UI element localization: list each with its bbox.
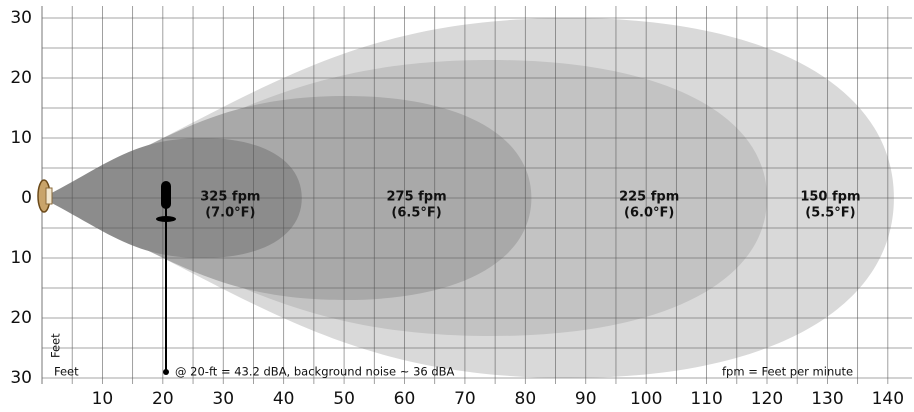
y-tick-label: 0 [21, 188, 32, 208]
y-tick-label: 30 [10, 368, 32, 388]
annotation: @ 20-ft = 43.2 dBA, background noise ~ 3… [175, 365, 455, 379]
y-tick-label: 30 [10, 8, 32, 28]
y-tick-label: 20 [10, 68, 32, 88]
x-tick-label: 130 [811, 389, 843, 409]
y-tick-label: 10 [10, 248, 32, 268]
x-tick-label: 120 [751, 389, 783, 409]
zone-name: 325 fpm [200, 190, 260, 205]
zone-labels: 150 fpm(5.5°F) 225 fpm(6.0°F) 275 fpm(6.5°… [200, 190, 860, 221]
zone-name: 225 fpm [619, 190, 679, 205]
x-tick-label: 110 [690, 389, 722, 409]
x-axis-label: Feet [54, 365, 79, 379]
x-tick-label: 20 [152, 389, 174, 409]
zone-name: 150 fpm [800, 190, 860, 205]
x-tick-label: 10 [92, 389, 114, 409]
footnote: fpm = Feet per minute [722, 365, 853, 379]
x-tick-label: 100 [630, 389, 662, 409]
zone-temp: (7.0°F) [205, 206, 255, 221]
x-tick-label: 60 [394, 389, 416, 409]
grid [41, 6, 912, 384]
microphone-icon [156, 181, 176, 375]
x-tick-label: 80 [515, 389, 537, 409]
zone-temp: (5.5°F) [805, 206, 855, 221]
y-axis-label: Feet [49, 333, 63, 358]
x-tick-label: 90 [575, 389, 597, 409]
zone-name: 275 fpm [386, 190, 446, 205]
y-tick-label: 20 [10, 308, 32, 328]
zone-temp: (6.5°F) [391, 206, 441, 221]
x-tick-label: 140 [872, 389, 904, 409]
x-tick-label: 40 [273, 389, 295, 409]
y-tick-label: 10 [10, 128, 32, 148]
zone-temp: (6.0°F) [624, 206, 674, 221]
x-tick-label: 50 [333, 389, 355, 409]
fan-icon [37, 179, 53, 213]
x-tick-label: 70 [454, 389, 476, 409]
x-tick-label: 30 [212, 389, 234, 409]
